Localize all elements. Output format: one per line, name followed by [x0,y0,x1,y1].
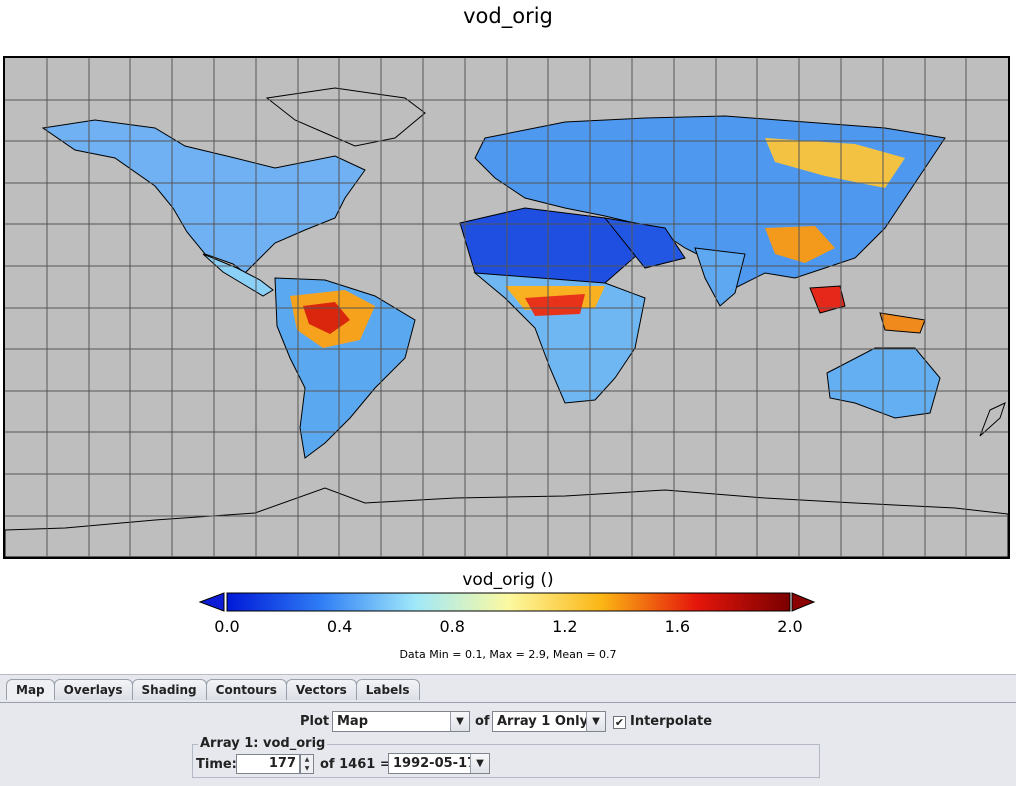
date-select[interactable]: 1992-05-17 ▼ [388,753,490,774]
colorbar-tick-label: 0.4 [326,617,353,636]
india-land [694,247,746,307]
tab-shading[interactable]: Shading [131,679,207,700]
tab-labels[interactable]: Labels [355,679,420,700]
congo-hotspot [525,294,585,316]
plot-label: Plot [300,714,330,729]
chevron-down-icon[interactable]: ▼ [586,712,605,731]
chevron-down-icon[interactable]: ▼ [470,754,489,773]
new-zealand-outline [979,402,1006,437]
borneo-land [809,285,846,314]
greenland-outline [265,87,426,147]
spinner-down-icon[interactable]: ▼ [304,765,310,772]
tab-contours[interactable]: Contours [205,679,287,700]
array-mode-select[interactable]: Array 1 Only ▼ [492,711,606,732]
data-stats: Data Min = 0.1, Max = 2.9, Mean = 0.7 [399,648,617,661]
array1-title: Array 1: vod_orig [198,736,328,751]
interpolate-label: Interpolate [630,714,713,729]
colorbar-title: vod_orig () [462,570,554,590]
colorbar [198,592,816,612]
plot-title: vod_orig [463,4,553,28]
plot-type-value: Map [337,714,369,729]
array1-group [192,744,820,778]
amazon-core [303,302,350,334]
tab-vectors[interactable]: Vectors [285,679,357,700]
tab-strip: Map Overlays Shading Contours Vectors Labels [6,679,420,701]
tab-divider [0,702,1016,703]
colorbar-tick-label: 0.8 [439,617,465,636]
date-value: 1992-05-17 [393,756,477,771]
grid-lines [5,58,1008,557]
china-hotspot [765,226,835,263]
colorbar-ramp [226,592,791,612]
time-spinner[interactable]: ▲ ▼ [300,754,314,774]
world-map [5,58,1008,557]
plot-type-select[interactable]: Map ▼ [332,711,470,732]
chevron-down-icon[interactable]: ▼ [450,712,469,731]
of-label: of [475,714,490,729]
tab-map[interactable]: Map [6,679,55,700]
north-america-land [41,119,366,274]
spinner-up-icon[interactable]: ▲ [304,756,310,763]
colorbar-tick-label: 1.6 [664,617,691,636]
interpolate-checkbox[interactable]: ✔ [613,716,626,729]
colorbar-over-arrow [791,592,816,612]
array-mode-value: Array 1 Only [497,714,589,729]
colorbar-under-arrow [198,592,225,612]
colorbar-tick-label: 1.2 [552,617,578,636]
time-index-field[interactable]: 177 [236,754,300,774]
tab-overlays[interactable]: Overlays [53,679,133,700]
time-label: Time: [196,757,237,772]
siberia-hotspot [765,138,905,188]
time-total-label: of 1461 = [320,757,391,772]
colorbar-tick-label: 0.0 [214,617,240,636]
colorbar-tick-label: 2.0 [777,617,803,636]
map-plot [3,56,1010,559]
